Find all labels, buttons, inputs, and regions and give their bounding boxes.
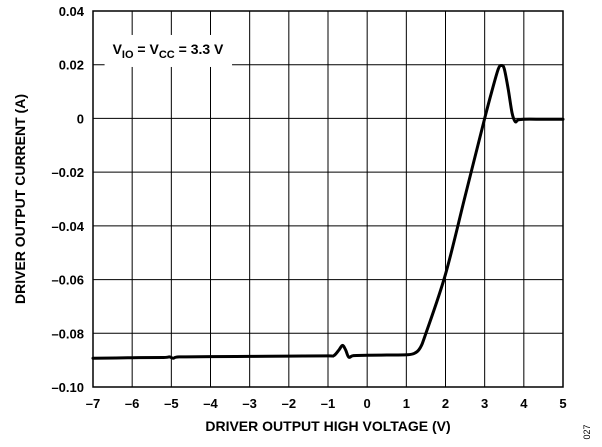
y-tick-labels: –0.10 –0.08 –0.06 –0.04 –0.02 0 0.02 0.04 <box>51 4 84 395</box>
x-tick-label: 0 <box>364 396 371 411</box>
x-tick-label: –3 <box>242 396 256 411</box>
figure-id: 027 <box>582 424 592 439</box>
y-tick-label: –0.10 <box>51 380 84 395</box>
x-tick-label: –1 <box>321 396 335 411</box>
y-axis-label: DRIVER OUTPUT CURRENT (A) <box>12 94 28 304</box>
y-tick-label: –0.04 <box>51 219 84 234</box>
annotation-background <box>104 34 233 67</box>
annotation-layer: VIO = VCC = 3.3 V <box>104 34 233 67</box>
series-layer <box>91 63 565 360</box>
x-tick-label: –5 <box>164 396 178 411</box>
y-tick-label: –0.08 <box>51 326 84 341</box>
plot-frame <box>92 10 564 388</box>
x-axis-label: DRIVER OUTPUT HIGH VOLTAGE (V) <box>205 418 450 434</box>
y-tick-label: –0.02 <box>51 165 84 180</box>
x-tick-label: 1 <box>403 396 410 411</box>
condition-annotation: VIO = VCC = 3.3 V <box>113 41 224 61</box>
y-tick-label: 0.02 <box>59 58 84 73</box>
x-tick-labels: –7 –6 –5 –4 –3 –2 –1 0 1 2 3 4 5 <box>86 396 567 411</box>
x-tick-label: 2 <box>442 396 449 411</box>
x-tick-label: 5 <box>559 396 566 411</box>
x-tick-label: 3 <box>481 396 488 411</box>
y-tick-label: –0.06 <box>51 273 84 288</box>
x-tick-label: –4 <box>203 396 218 411</box>
y-tick-label: 0.04 <box>59 4 85 19</box>
grid-layer <box>93 11 563 387</box>
x-tick-label: –7 <box>86 396 100 411</box>
x-tick-label: 4 <box>520 396 528 411</box>
current-voltage-curve <box>91 63 565 360</box>
x-tick-label: –6 <box>125 396 139 411</box>
x-tick-label: –2 <box>282 396 296 411</box>
y-tick-label: 0 <box>77 111 84 126</box>
